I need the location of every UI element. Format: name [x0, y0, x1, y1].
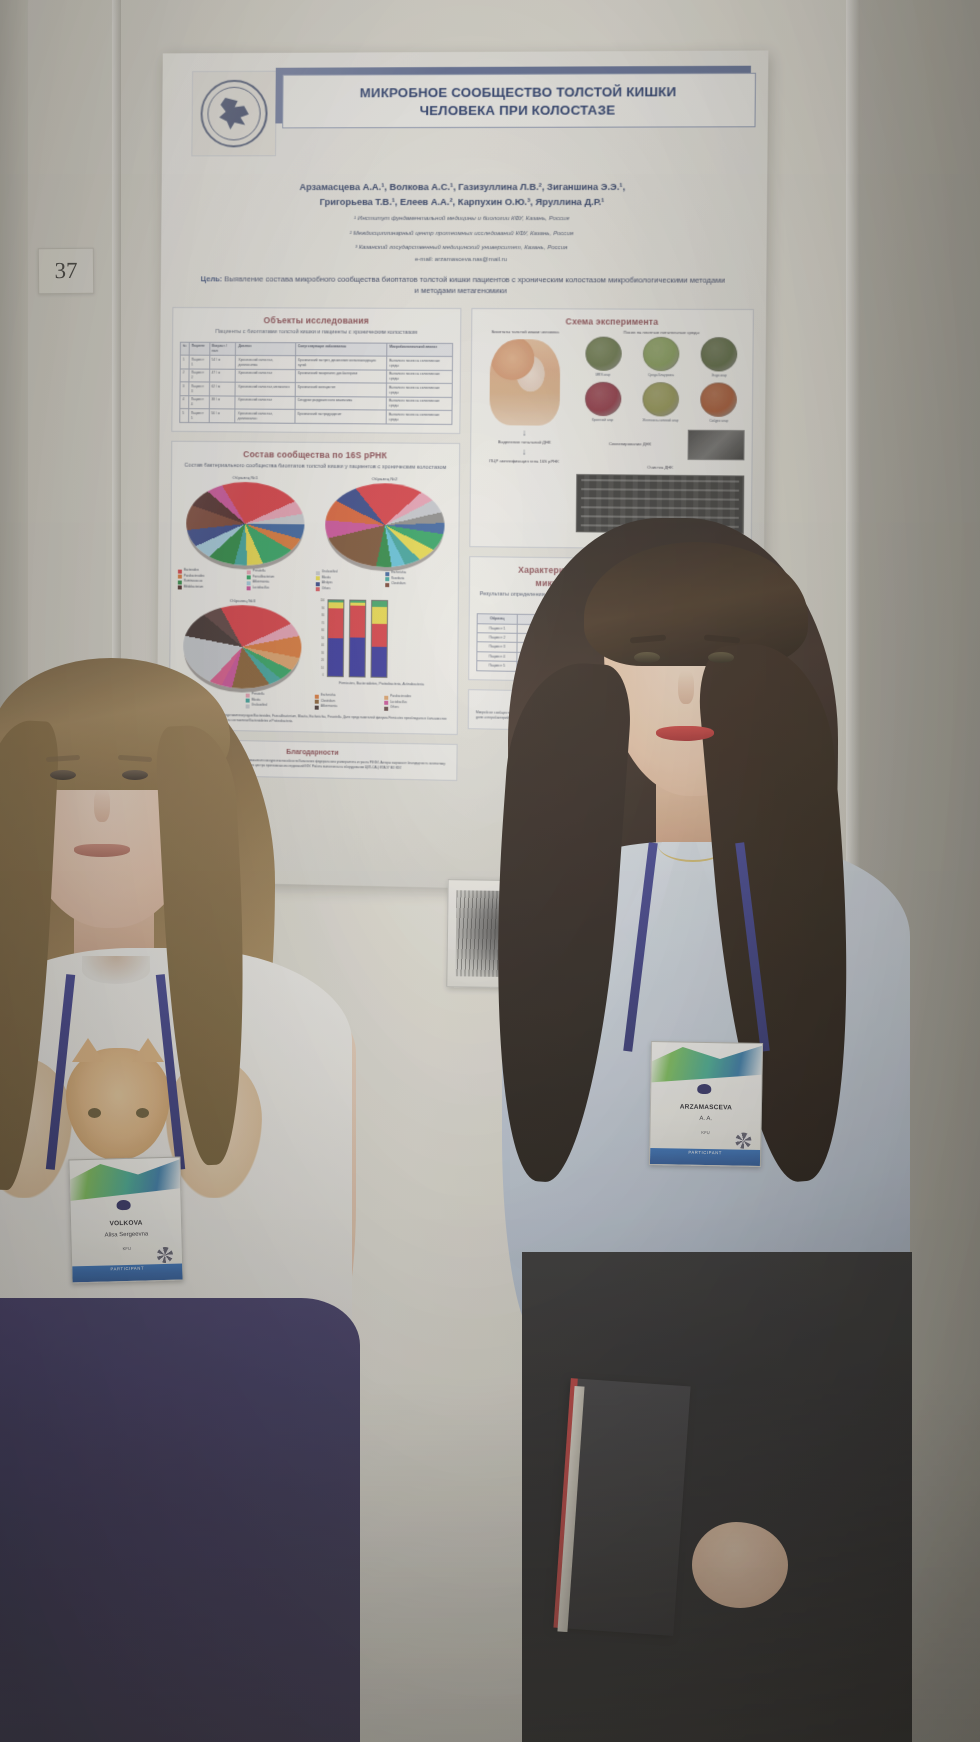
person-left-eye-left	[50, 770, 76, 780]
tshirt-cat-eye-right	[136, 1108, 149, 1118]
tshirt-cat-eye-left	[88, 1108, 101, 1118]
person-right-hair-front	[584, 542, 808, 666]
floor-shadow	[0, 1382, 980, 1742]
person-right: ARZAMASCEVA A. A. KFU PARTICIPANT	[478, 512, 920, 1742]
person-left-eye-right	[122, 770, 148, 780]
person-right-eye-left	[634, 652, 660, 663]
person-right-nose	[678, 670, 694, 704]
person-left-skirt	[0, 1298, 360, 1742]
person-right-hand	[692, 1522, 788, 1608]
person-right-eye-right	[708, 652, 734, 663]
person-left-mouth	[74, 844, 130, 857]
person-right-mouth	[656, 726, 714, 741]
person-left: VOLKOVA Alisa Sergeevna KFU PARTICIPANT	[0, 630, 390, 1742]
person-left-nose	[94, 788, 110, 822]
person-right-necklace	[658, 828, 728, 862]
tshirt-print-cat	[66, 1038, 170, 1160]
person-left-collar	[82, 956, 150, 984]
